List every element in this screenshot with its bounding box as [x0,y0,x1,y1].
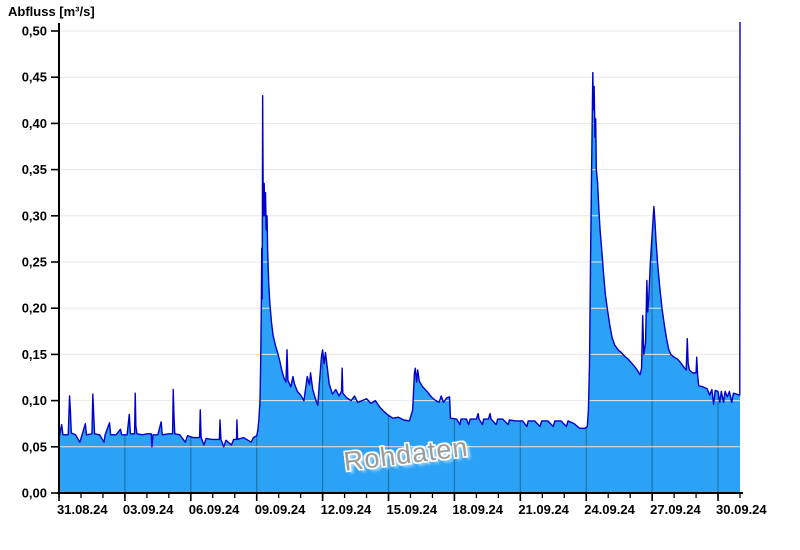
x-tick-label: 12.09.24 [321,502,372,517]
x-tick-label: 21.09.24 [518,502,569,517]
x-tick-label: 06.09.24 [189,502,240,517]
y-tick-label: 0,20 [22,301,47,316]
x-tick-label: 15.09.24 [387,502,438,517]
y-tick-label: 0,30 [22,208,47,223]
x-tick-label: 27.09.24 [650,502,701,517]
y-tick-label: 0,10 [22,393,47,408]
discharge-line [58,21,741,448]
discharge-area [59,22,740,493]
x-tick-label: 30.09.24 [716,502,767,517]
y-tick-label: 0,35 [22,162,47,177]
y-tick-label: 0,25 [22,255,47,270]
y-tick-label: 0,00 [22,486,47,501]
chart-title: Abfluss [m³/s] [8,4,95,19]
x-tick-label: 09.09.24 [255,502,306,517]
y-tick-label: 0,40 [22,116,47,131]
x-tick-label: 18.09.24 [452,502,503,517]
x-tick-label: 24.09.24 [584,502,635,517]
y-tick-label: 0,15 [22,347,47,362]
x-tick-label: 03.09.24 [123,502,174,517]
y-tick-label: 0,50 [22,24,47,39]
y-tick-label: 0,45 [22,70,47,85]
y-tick-label: 0,05 [22,439,47,454]
x-tick-label: 31.08.24 [57,502,108,517]
